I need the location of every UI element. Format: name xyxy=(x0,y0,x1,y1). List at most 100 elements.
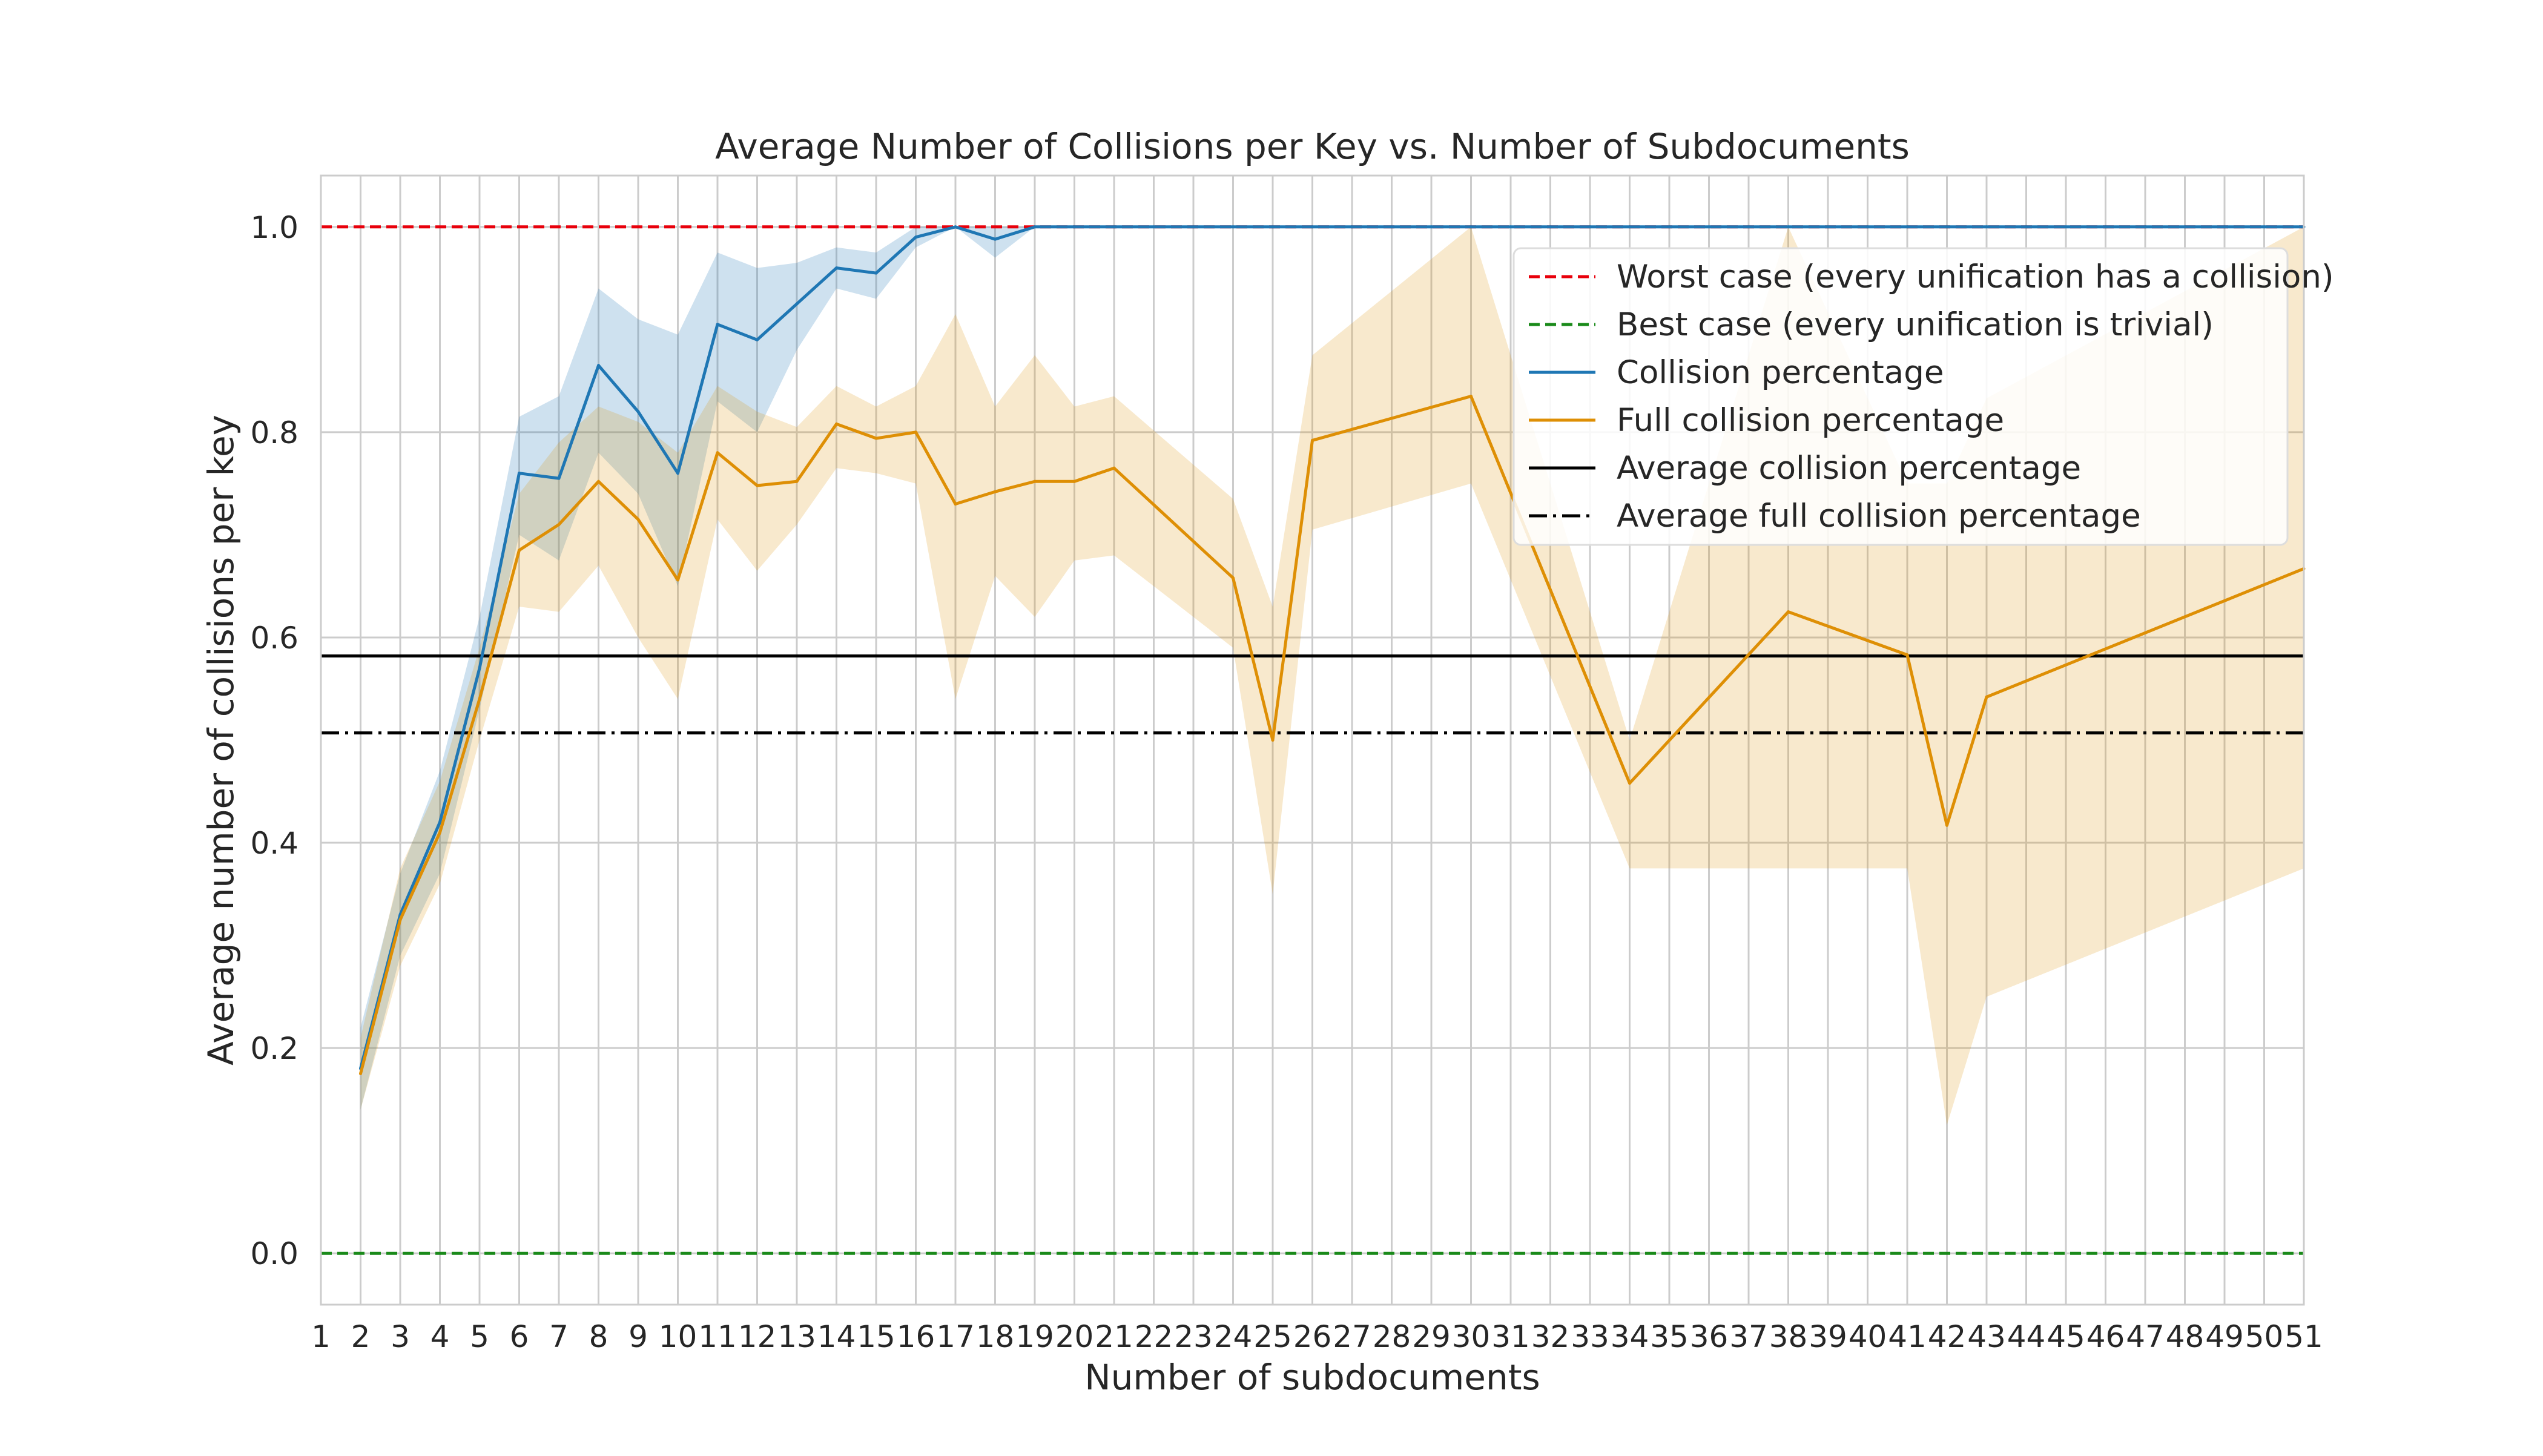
x-tick-label: 11 xyxy=(698,1319,737,1354)
data-point xyxy=(954,225,957,229)
x-tick-label: 18 xyxy=(976,1319,1015,1354)
x-tick-label: 8 xyxy=(589,1319,609,1354)
x-tick-label: 13 xyxy=(777,1319,816,1354)
y-tick-label: 0.6 xyxy=(250,621,298,656)
data-point xyxy=(1945,225,1948,229)
legend-label: Average collision percentage xyxy=(1617,450,2081,487)
x-tick-label: 32 xyxy=(1531,1319,1570,1354)
data-point xyxy=(1905,653,1909,657)
data-point xyxy=(994,237,997,241)
series-points-2 xyxy=(359,395,2306,1076)
x-tick-label: 10 xyxy=(659,1319,698,1354)
data-point xyxy=(1509,225,1512,229)
x-tick-label: 51 xyxy=(2284,1319,2323,1354)
data-point xyxy=(1866,225,1869,229)
series-line-2 xyxy=(359,395,2304,1075)
data-point xyxy=(1073,225,1076,229)
data-point xyxy=(756,484,759,487)
data-point xyxy=(1628,225,1631,229)
data-point xyxy=(359,1072,362,1076)
data-point xyxy=(1787,610,1790,614)
x-tick-label: 43 xyxy=(1967,1319,2006,1354)
data-point xyxy=(1905,225,1909,229)
data-point xyxy=(1985,225,1988,229)
data-point xyxy=(756,338,759,341)
data-point xyxy=(1271,225,1275,229)
data-point xyxy=(835,266,838,270)
data-point xyxy=(438,831,441,834)
x-tick-label: 46 xyxy=(2086,1319,2125,1354)
data-point xyxy=(1271,739,1275,742)
data-point xyxy=(1311,438,1314,442)
data-point xyxy=(1232,225,1235,229)
legend-box xyxy=(1512,247,2289,546)
x-tick-label: 29 xyxy=(1412,1319,1451,1354)
x-tick-label: 7 xyxy=(549,1319,569,1354)
data-point xyxy=(1667,225,1671,229)
data-point xyxy=(795,302,799,306)
data-point xyxy=(2025,225,2028,229)
x-tick-label: 34 xyxy=(1611,1319,1649,1354)
data-point xyxy=(1112,466,1116,470)
data-point xyxy=(2143,225,2147,229)
x-tick-label: 2 xyxy=(351,1319,371,1354)
data-point xyxy=(1152,225,1155,229)
x-tick-label: 40 xyxy=(1849,1319,1887,1354)
legend: Worst case (every unification has a coll… xyxy=(1512,247,2334,546)
x-tick-label: 17 xyxy=(936,1319,975,1354)
data-point xyxy=(1390,225,1393,229)
data-point xyxy=(518,472,521,475)
x-tick-label: 39 xyxy=(1809,1319,1847,1354)
y-tick-label: 0.2 xyxy=(250,1031,298,1066)
data-point xyxy=(1826,225,1830,229)
x-tick-label: 15 xyxy=(857,1319,895,1354)
data-point xyxy=(2223,225,2226,229)
data-point xyxy=(914,430,917,434)
data-point xyxy=(636,410,640,413)
data-point xyxy=(676,578,679,582)
data-point xyxy=(557,522,561,526)
data-point xyxy=(1549,225,1552,229)
y-tick-label: 0.8 xyxy=(250,415,298,450)
x-tick-label: 30 xyxy=(1452,1319,1491,1354)
data-point xyxy=(2263,225,2266,229)
data-point xyxy=(1232,576,1235,580)
data-point xyxy=(1707,225,1710,229)
x-tick-label: 31 xyxy=(1491,1319,1530,1354)
x-tick-label: 23 xyxy=(1174,1319,1213,1354)
x-tick-label: 45 xyxy=(2047,1319,2085,1354)
y-axis-title: Average number of collisions per key xyxy=(200,415,242,1066)
data-point xyxy=(438,820,441,824)
data-point xyxy=(1787,225,1790,229)
data-point xyxy=(1192,225,1195,229)
data-point xyxy=(1430,225,1433,229)
data-point xyxy=(716,323,719,326)
x-tick-label: 28 xyxy=(1373,1319,1411,1354)
data-point xyxy=(716,451,719,455)
x-tick-label: 37 xyxy=(1729,1319,1768,1354)
data-point xyxy=(874,271,878,275)
data-point xyxy=(676,472,679,475)
x-tick-label: 48 xyxy=(2166,1319,2205,1354)
x-axis-title: Number of subdocuments xyxy=(1084,1357,1540,1398)
x-tick-label: 47 xyxy=(2126,1319,2165,1354)
x-tick-label: 3 xyxy=(391,1319,410,1354)
x-tick-label: 38 xyxy=(1769,1319,1808,1354)
x-tick-label: 4 xyxy=(430,1319,450,1354)
series-points-1 xyxy=(359,225,2306,1070)
data-point xyxy=(478,697,481,701)
data-point xyxy=(2064,225,2068,229)
data-point xyxy=(1747,225,1750,229)
x-tick-label: 50 xyxy=(2245,1319,2284,1354)
legend-label: Average full collision percentage xyxy=(1617,498,2141,535)
data-point xyxy=(1945,823,1948,827)
x-tick-label: 44 xyxy=(2007,1319,2046,1354)
data-point xyxy=(597,479,600,483)
x-tick-label: 33 xyxy=(1571,1319,1609,1354)
y-tick-label: 1.0 xyxy=(250,210,298,245)
data-point xyxy=(1469,395,1473,398)
data-point xyxy=(557,476,561,480)
x-tick-label: 12 xyxy=(738,1319,777,1354)
data-point xyxy=(1469,225,1473,229)
